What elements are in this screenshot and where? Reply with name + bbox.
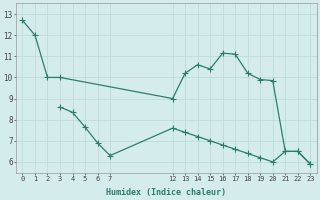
X-axis label: Humidex (Indice chaleur): Humidex (Indice chaleur) xyxy=(106,188,226,197)
